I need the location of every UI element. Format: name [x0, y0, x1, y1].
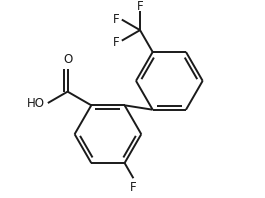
Text: HO: HO: [27, 97, 45, 109]
Text: F: F: [130, 181, 137, 194]
Text: F: F: [112, 13, 119, 26]
Text: O: O: [63, 53, 72, 66]
Text: F: F: [112, 36, 119, 49]
Text: F: F: [137, 0, 143, 13]
